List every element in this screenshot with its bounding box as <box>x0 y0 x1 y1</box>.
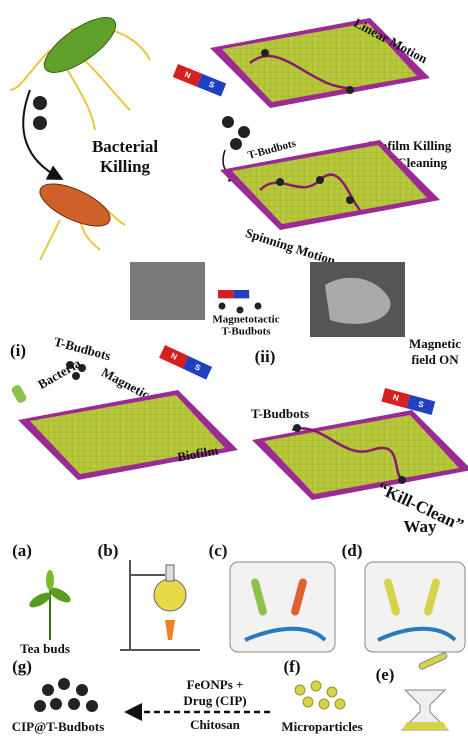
panel-label: (d) <box>342 541 363 560</box>
label: Drug (CIP) <box>183 693 246 708</box>
label: S <box>193 362 202 373</box>
box <box>229 561 336 653</box>
magnet: N S <box>159 345 213 380</box>
label: Chitosan <box>190 717 241 732</box>
label: T-Budbots <box>221 326 271 338</box>
plate <box>252 410 468 500</box>
label: T-Budbots <box>251 406 309 421</box>
label: CIP@T-Budbots <box>12 719 105 734</box>
magnet: N S <box>172 64 227 97</box>
sem-image <box>130 262 205 320</box>
bead <box>33 116 47 130</box>
panel-label: (i) <box>10 341 26 360</box>
label: Spinning Motion <box>244 225 338 268</box>
magnet <box>218 290 250 299</box>
label: Way <box>403 517 437 536</box>
label: Magnetotactic <box>212 314 279 326</box>
label: Biofilm <box>176 443 219 465</box>
beads <box>34 678 98 712</box>
label: Bacterial <box>92 137 158 156</box>
plate <box>210 18 430 108</box>
label: S <box>417 399 425 409</box>
arrow <box>22 89 64 180</box>
flask-setup <box>120 560 200 651</box>
beads <box>294 680 346 710</box>
label: T-Budbots <box>52 334 112 364</box>
label: N <box>392 393 400 403</box>
plate <box>18 390 238 480</box>
label: Tea buds <box>20 641 70 656</box>
label: Microparticles <box>281 719 362 734</box>
label: FeONPs + <box>187 677 244 692</box>
panel-label: (f) <box>284 657 301 676</box>
panel-label: (e) <box>376 665 395 684</box>
label: S <box>208 80 217 91</box>
label: N <box>169 351 178 362</box>
funnel <box>400 652 450 731</box>
panel-label: (a) <box>12 541 32 560</box>
magnet: N S <box>381 388 436 415</box>
label: Magnetic <box>409 336 461 351</box>
tea-leaf <box>29 570 71 640</box>
bacterium <box>9 17 151 131</box>
plate <box>220 140 440 230</box>
label: Biofilm Killing <box>369 138 452 153</box>
label: N <box>183 70 192 81</box>
panel-label: (ii) <box>255 347 276 366</box>
bead <box>33 96 47 110</box>
label: field ON <box>411 352 459 367</box>
box <box>364 561 466 653</box>
panel-label: (c) <box>209 541 228 560</box>
panel-label: (g) <box>12 657 32 676</box>
label: Killing <box>100 157 151 176</box>
panel-label: (b) <box>98 541 119 560</box>
dead-bacterium <box>39 183 126 261</box>
